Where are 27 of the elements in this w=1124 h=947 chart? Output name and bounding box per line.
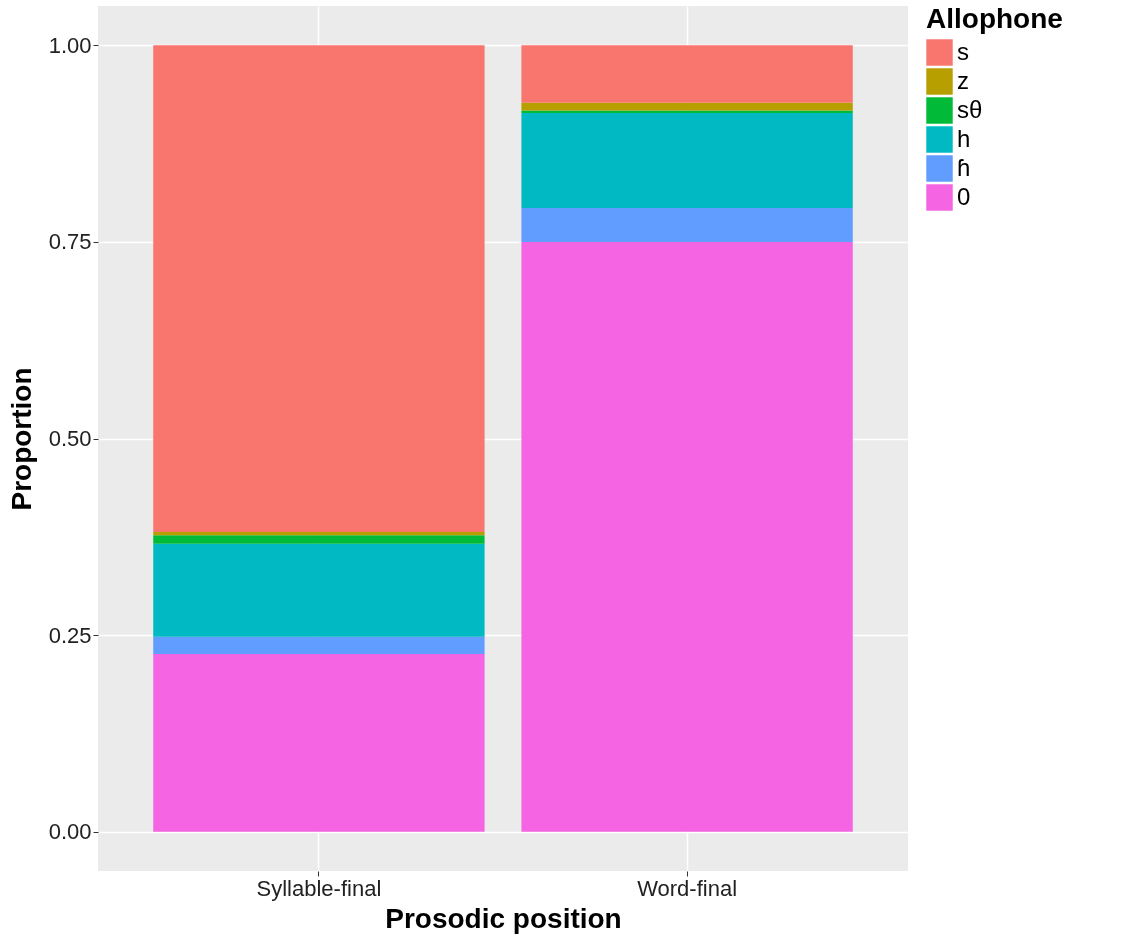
bar [521,112,853,209]
y-tick-label: 1.00 [48,32,92,58]
legend-label: 0 [957,182,971,210]
bar [153,45,485,533]
legend-label: sθ [957,95,983,123]
legend-label: ɦ [957,153,971,181]
y-tick-label: 0.00 [48,819,92,845]
bar [153,636,485,654]
y-tick-label: 0.25 [48,622,92,648]
bar [521,208,853,242]
x-tick-label: Word-final [637,875,738,901]
legend-label: h [957,124,971,152]
y-tick-label: 0.50 [48,426,92,451]
bar [153,535,485,544]
legend-label: z [957,66,969,94]
x-axis-title: Prosodic position [385,902,622,934]
bar [153,532,485,536]
y-tick-label: 0.75 [48,229,92,255]
legend-title: Allophone [926,3,1063,34]
bar [153,653,485,832]
bar [521,45,853,103]
legend-label: s [957,37,969,65]
bar [521,102,853,111]
bar [153,543,485,637]
y-axis-title: Proportion [5,367,37,511]
bar [521,241,853,832]
x-tick-label: Syllable-final [256,875,382,901]
